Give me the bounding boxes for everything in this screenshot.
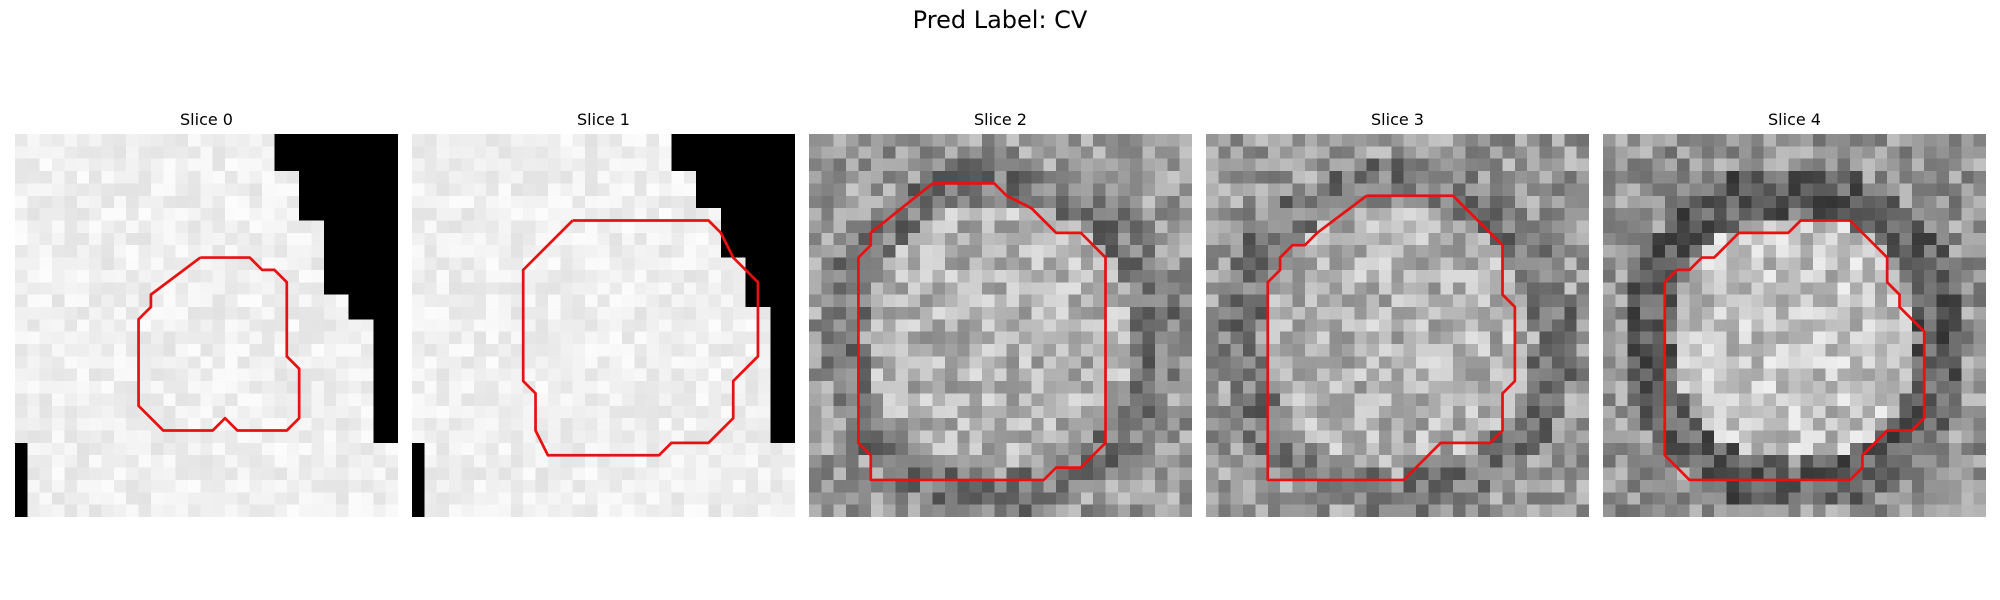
- figure-title: Pred Label: CV: [912, 6, 1088, 34]
- slice-image: [809, 134, 1192, 517]
- slice-image: [412, 134, 795, 517]
- slice-panel-0: Slice 0: [15, 108, 398, 517]
- slice-pixels: [1206, 134, 1589, 517]
- contour-outline: [1663, 219, 1926, 482]
- slice-title: Slice 0: [180, 110, 233, 129]
- contour-outline: [137, 256, 301, 432]
- slice-panel-2: Slice 2: [809, 108, 1192, 517]
- slice-panel-1: Slice 1: [412, 108, 795, 517]
- slice-title: Slice 3: [1371, 110, 1424, 129]
- slice-pixels: [412, 134, 795, 517]
- slice-image: [15, 134, 398, 517]
- slice-pixels: [1603, 134, 1986, 517]
- slice-title: Slice 4: [1768, 110, 1821, 129]
- slice-pixels: [809, 134, 1192, 517]
- contour-outline: [521, 219, 760, 457]
- slice-panel-3: Slice 3: [1206, 108, 1589, 517]
- slice-title: Slice 2: [974, 110, 1027, 129]
- slice-panel-4: Slice 4: [1603, 108, 1986, 517]
- slice-image: [1603, 134, 1986, 517]
- slice-title: Slice 1: [577, 110, 630, 129]
- contour-outline: [1266, 194, 1517, 482]
- slice-pixels: [15, 134, 398, 517]
- slice-image: [1206, 134, 1589, 517]
- contour-outline: [857, 182, 1107, 482]
